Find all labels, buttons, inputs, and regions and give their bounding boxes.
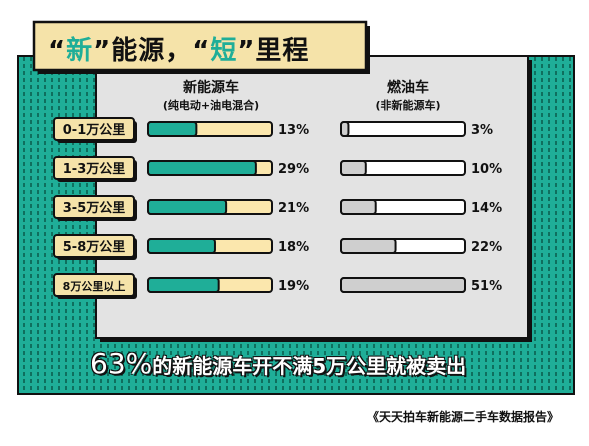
bar-ev — [147, 121, 198, 137]
value-label-fuel: 14% — [471, 201, 502, 216]
bar-fuel — [340, 121, 350, 137]
chart-title: “新”能源，“短”里程 — [48, 30, 309, 67]
series-header-ev: 新能源车 — [183, 80, 239, 96]
title-quote: “ — [192, 36, 211, 66]
bar-ev — [147, 199, 228, 215]
series-subheader-ev: (纯电动+油电混合) — [162, 99, 260, 112]
series-subheader-fuel: (非新能源车) — [375, 99, 441, 112]
title-highlight-new: 新 — [66, 36, 94, 66]
value-label-fuel: 10% — [471, 162, 502, 177]
title-quote: “ — [48, 36, 67, 66]
footer-caption: 63%的新能源车开不满5万公里就被卖出 — [90, 347, 466, 380]
title-text: 里程 — [255, 36, 310, 66]
bar-track-fuel — [340, 121, 466, 137]
bar-ev — [147, 160, 257, 176]
bar-fuel — [340, 238, 397, 254]
title-banner — [32, 20, 368, 72]
series-header-fuel: 燃油车 — [387, 80, 429, 96]
category-box — [53, 117, 135, 141]
category-box — [53, 195, 135, 219]
value-label-ev: 19% — [278, 279, 309, 294]
title-quote: ” — [93, 36, 112, 66]
bar-ev — [147, 238, 216, 254]
bar-fuel — [340, 160, 367, 176]
value-label-fuel: 51% — [471, 279, 502, 294]
value-label-fuel: 3% — [471, 123, 493, 138]
value-label-ev: 18% — [278, 240, 309, 255]
footer-text: 的新能源车开不满5万公里就被卖出 — [152, 354, 467, 378]
value-label-ev: 21% — [278, 201, 309, 216]
title-text: 能源， — [111, 36, 193, 66]
category-label: 3-5万公里 — [63, 201, 126, 216]
title-quote: ” — [237, 36, 256, 66]
category-box — [53, 156, 135, 180]
category-label: 1-3万公里 — [63, 162, 126, 177]
value-label-ev: 29% — [278, 162, 309, 177]
category-label: 5-8万公里 — [63, 240, 126, 255]
category-box — [53, 234, 135, 258]
bar-ev — [147, 277, 220, 293]
bar-fuel — [340, 277, 466, 293]
category-box — [53, 273, 135, 297]
category-label: 0-1万公里 — [63, 123, 126, 138]
source-note: 《天天拍车新能源二手车数据报告》 — [366, 410, 559, 424]
title-highlight-short: 短 — [210, 36, 238, 66]
footer-percentage: 63% — [90, 347, 153, 380]
bar-fuel — [340, 199, 377, 215]
category-label: 8万公里以上 — [63, 279, 126, 293]
value-label-ev: 13% — [278, 123, 309, 138]
value-label-fuel: 22% — [471, 240, 502, 255]
